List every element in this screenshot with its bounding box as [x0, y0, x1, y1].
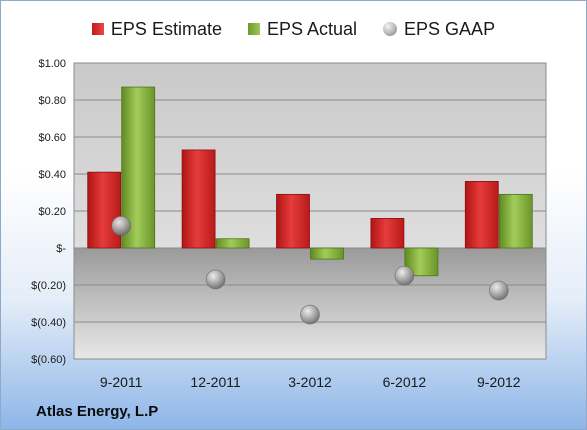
y-tick-label: $-: [56, 243, 66, 255]
bars: [87, 86, 533, 277]
legend-label-eps-estimate: EPS Estimate: [110, 18, 222, 39]
plot-background-negative: [74, 248, 546, 359]
legend-label-eps-gaap: EPS GAAP: [404, 18, 496, 39]
eps-estimate-bar: [464, 180, 499, 249]
eps-gaap-marker: [205, 269, 226, 290]
y-tick-label: $(0.60): [31, 354, 66, 366]
eps-estimate-bar: [276, 193, 310, 249]
eps-actual-bar: [498, 193, 533, 249]
legend-swatch-eps-gaap: [383, 22, 398, 36]
y-axis: $1.00 $0.80 $0.60 $0.40 $0.20 $- $(0.20) $(0.40…: [31, 58, 66, 366]
eps-estimate-bar: [181, 149, 216, 249]
x-tick-label: 9-2011: [100, 374, 143, 390]
eps-estimate-bar: [370, 217, 405, 249]
y-tick-label: $0.40: [38, 169, 66, 181]
legend-item-eps-estimate: EPS Estimate: [91, 18, 222, 40]
y-tick-label: $1.00: [38, 58, 66, 70]
eps-gaap-marker: [394, 265, 415, 286]
y-tick-label: $(0.40): [31, 317, 66, 329]
company-name: Atlas Energy, L.P: [36, 403, 159, 420]
y-tick-label: $(0.20): [31, 280, 66, 292]
gaap-markers: [111, 216, 509, 325]
legend: EPS Estimate EPS Actual EPS GAAP: [1, 15, 586, 43]
x-axis: 9-2011 12-2011 3-2012 6-2012 9-2012: [100, 374, 521, 390]
x-tick-label: 12-2011: [190, 374, 241, 390]
eps-estimate-bar: [87, 171, 122, 249]
legend-item-eps-actual: EPS Actual: [247, 18, 358, 40]
legend-label-eps-actual: EPS Actual: [266, 18, 358, 39]
y-tick-label: $0.60: [38, 132, 66, 144]
eps-gaap-marker: [300, 304, 320, 325]
legend-swatch-eps-actual: [247, 23, 260, 35]
x-tick-label: 9-2012: [477, 374, 521, 390]
eps-actual-bar: [310, 247, 344, 260]
x-tick-label: 3-2012: [288, 374, 332, 390]
y-tick-label: $0.80: [38, 95, 66, 107]
x-tick-label: 6-2012: [383, 374, 427, 390]
y-tick-label: $0.20: [38, 206, 66, 218]
legend-swatch-eps-estimate: [91, 23, 104, 35]
eps-gaap-marker: [488, 280, 509, 301]
eps-actual-bar: [215, 238, 250, 249]
eps-gaap-marker: [111, 216, 131, 236]
legend-item-eps-gaap: EPS GAAP: [383, 19, 495, 40]
